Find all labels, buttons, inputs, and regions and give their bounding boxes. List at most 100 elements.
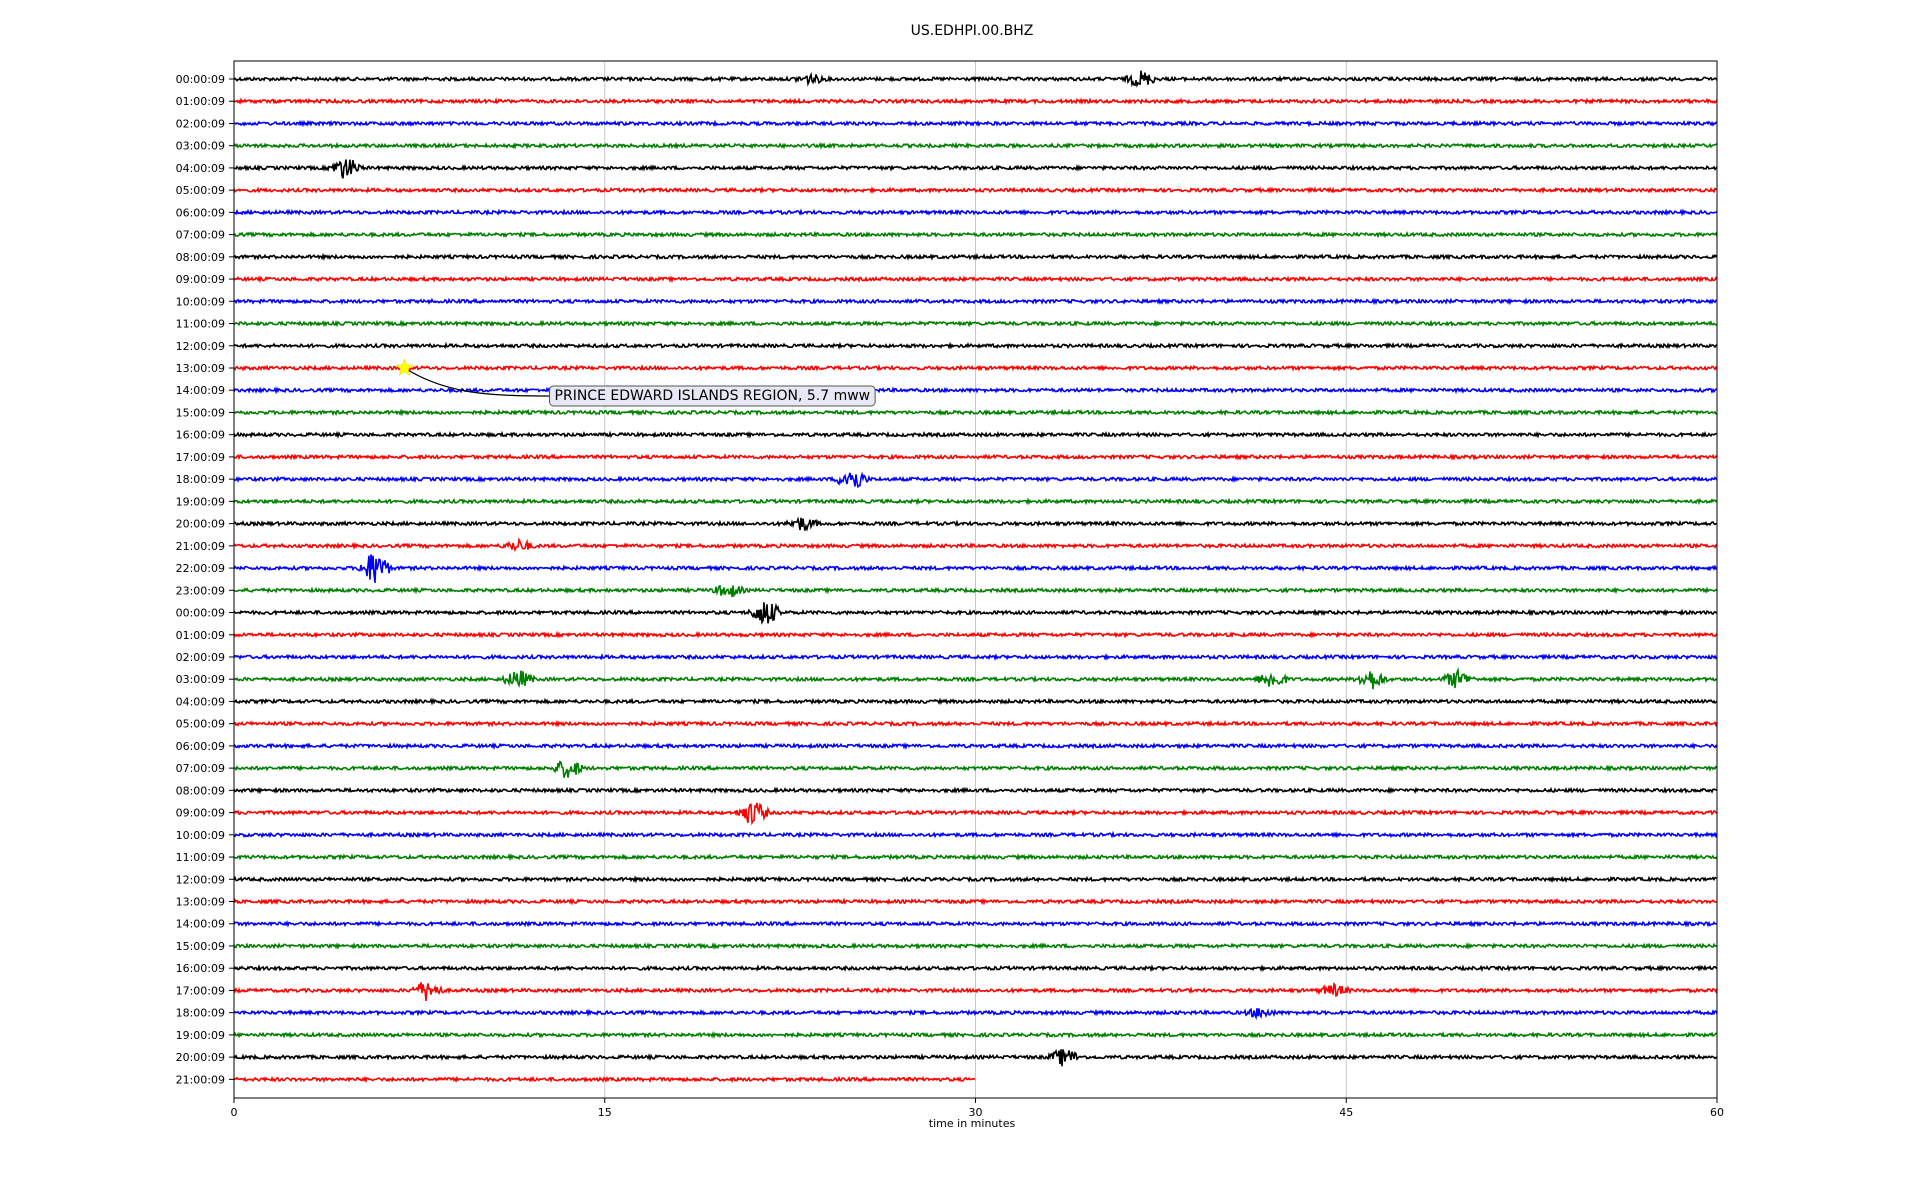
trace-row-8	[233, 252, 1718, 261]
x-tick-label: 15	[598, 1106, 612, 1119]
annotation-box	[549, 385, 876, 407]
x-tick-label: 0	[231, 1106, 238, 1119]
y-tick-label: 16:00:09	[176, 429, 225, 442]
y-tick-label: 01:00:09	[176, 629, 225, 642]
y-tick-label: 22:00:09	[176, 562, 225, 575]
trace-row-38	[233, 919, 1718, 928]
y-tick-label: 20:00:09	[176, 518, 225, 531]
trace-row-5	[233, 186, 1718, 195]
trace-row-33	[233, 802, 1718, 826]
trace-row-42	[233, 1007, 1718, 1021]
trace-row-27	[233, 667, 1718, 690]
trace-row-4	[233, 159, 1718, 179]
trace-row-19	[233, 497, 1718, 506]
y-tick-label: 23:00:09	[176, 584, 225, 597]
trace-row-35	[233, 853, 1718, 862]
y-tick-label: 00:00:09	[176, 73, 225, 86]
y-tick-label: 10:00:09	[176, 295, 225, 308]
y-tick-label: 19:00:09	[176, 495, 225, 508]
x-axis-label: time in minutes	[929, 1117, 1016, 1130]
trace-row-24	[233, 602, 1718, 625]
trace-row-7	[233, 230, 1718, 239]
y-tick-label: 06:00:09	[176, 740, 225, 753]
trace-row-29	[233, 719, 1718, 728]
y-tick-label: 09:00:09	[176, 273, 225, 286]
y-tick-label: 03:00:09	[176, 673, 225, 686]
y-tick-label: 05:00:09	[176, 718, 225, 731]
trace-row-31	[233, 760, 1718, 778]
trace-row-45	[233, 1075, 976, 1084]
trace-row-26	[233, 652, 1718, 661]
trace-row-32	[233, 786, 1718, 795]
annotation-leader-line	[404, 367, 550, 397]
y-tick-label: 11:00:09	[176, 318, 225, 331]
trace-row-39	[233, 942, 1718, 950]
trace-row-11	[233, 319, 1718, 328]
trace-row-3	[233, 141, 1718, 150]
trace-row-41	[233, 981, 1718, 1001]
trace-row-16	[233, 430, 1718, 439]
y-tick-label: 13:00:09	[176, 362, 225, 375]
trace-row-23	[233, 584, 1718, 598]
trace-row-17	[233, 453, 1718, 461]
y-tick-label: 09:00:09	[176, 807, 225, 820]
y-axis-labels: 00:00:09 01:00:09 02:00:09 03:00:09 04:00:09…	[176, 73, 234, 1086]
trace-row-0	[233, 70, 1718, 88]
trace-row-9	[233, 275, 1718, 284]
trace-row-2	[233, 119, 1718, 128]
trace-row-40	[233, 964, 1718, 973]
y-tick-label: 19:00:09	[176, 1029, 225, 1042]
y-tick-label: 06:00:09	[176, 206, 225, 219]
y-tick-label: 20:00:09	[176, 1051, 225, 1064]
plot-frame	[233, 60, 1718, 1099]
y-tick-label: 18:00:09	[176, 473, 225, 486]
traces	[233, 70, 1718, 1084]
trace-row-34	[233, 830, 1718, 839]
y-tick-label: 01:00:09	[176, 95, 225, 108]
trace-row-1	[233, 97, 1718, 106]
y-tick-label: 02:00:09	[176, 117, 225, 130]
trace-row-14	[233, 386, 1718, 395]
x-axis-ticks: 0 15 30 45 60	[231, 1098, 1724, 1119]
trace-row-43	[233, 1030, 1718, 1039]
y-tick-label: 05:00:09	[176, 184, 225, 197]
trace-row-44	[233, 1048, 1718, 1067]
trace-row-30	[233, 741, 1718, 751]
y-tick-label: 18:00:09	[176, 1007, 225, 1020]
y-tick-label: 10:00:09	[176, 829, 225, 842]
trace-row-12	[233, 341, 1718, 350]
y-tick-label: 15:00:09	[176, 406, 225, 419]
trace-row-21	[233, 537, 1718, 553]
y-tick-label: 04:00:09	[176, 162, 225, 175]
annotation-text: PRINCE EDWARD ISLANDS REGION, 5.7 mww	[555, 388, 871, 404]
y-tick-label: 02:00:09	[176, 651, 225, 664]
x-tick-label: 30	[969, 1106, 983, 1119]
trace-row-22	[233, 554, 1718, 583]
y-tick-label: 12:00:09	[176, 873, 225, 886]
y-tick-label: 17:00:09	[176, 451, 225, 464]
y-tick-label: 04:00:09	[176, 695, 225, 708]
y-tick-label: 08:00:09	[176, 784, 225, 797]
grid-lines	[604, 61, 1347, 1098]
trace-row-13	[233, 363, 1718, 372]
trace-row-18	[233, 471, 1718, 489]
y-tick-label: 13:00:09	[176, 896, 225, 909]
event-star-icon	[395, 358, 414, 376]
chart-title: US.EDHPI.00.BHZ	[911, 23, 1034, 39]
y-tick-label: 03:00:09	[176, 140, 225, 153]
y-tick-label: 11:00:09	[176, 851, 225, 864]
y-tick-label: 17:00:09	[176, 984, 225, 997]
y-tick-label: 00:00:09	[176, 607, 225, 620]
trace-row-20	[233, 516, 1718, 532]
y-tick-label: 12:00:09	[176, 340, 225, 353]
trace-row-25	[233, 630, 1718, 639]
trace-row-37	[233, 897, 1718, 906]
y-tick-label: 21:00:09	[176, 540, 225, 553]
y-tick-label: 16:00:09	[176, 962, 225, 975]
y-tick-label: 15:00:09	[176, 940, 225, 953]
x-tick-label: 45	[1339, 1106, 1353, 1119]
y-tick-label: 14:00:09	[176, 384, 225, 397]
y-tick-label: 14:00:09	[176, 918, 225, 931]
y-tick-label: 08:00:09	[176, 251, 225, 264]
